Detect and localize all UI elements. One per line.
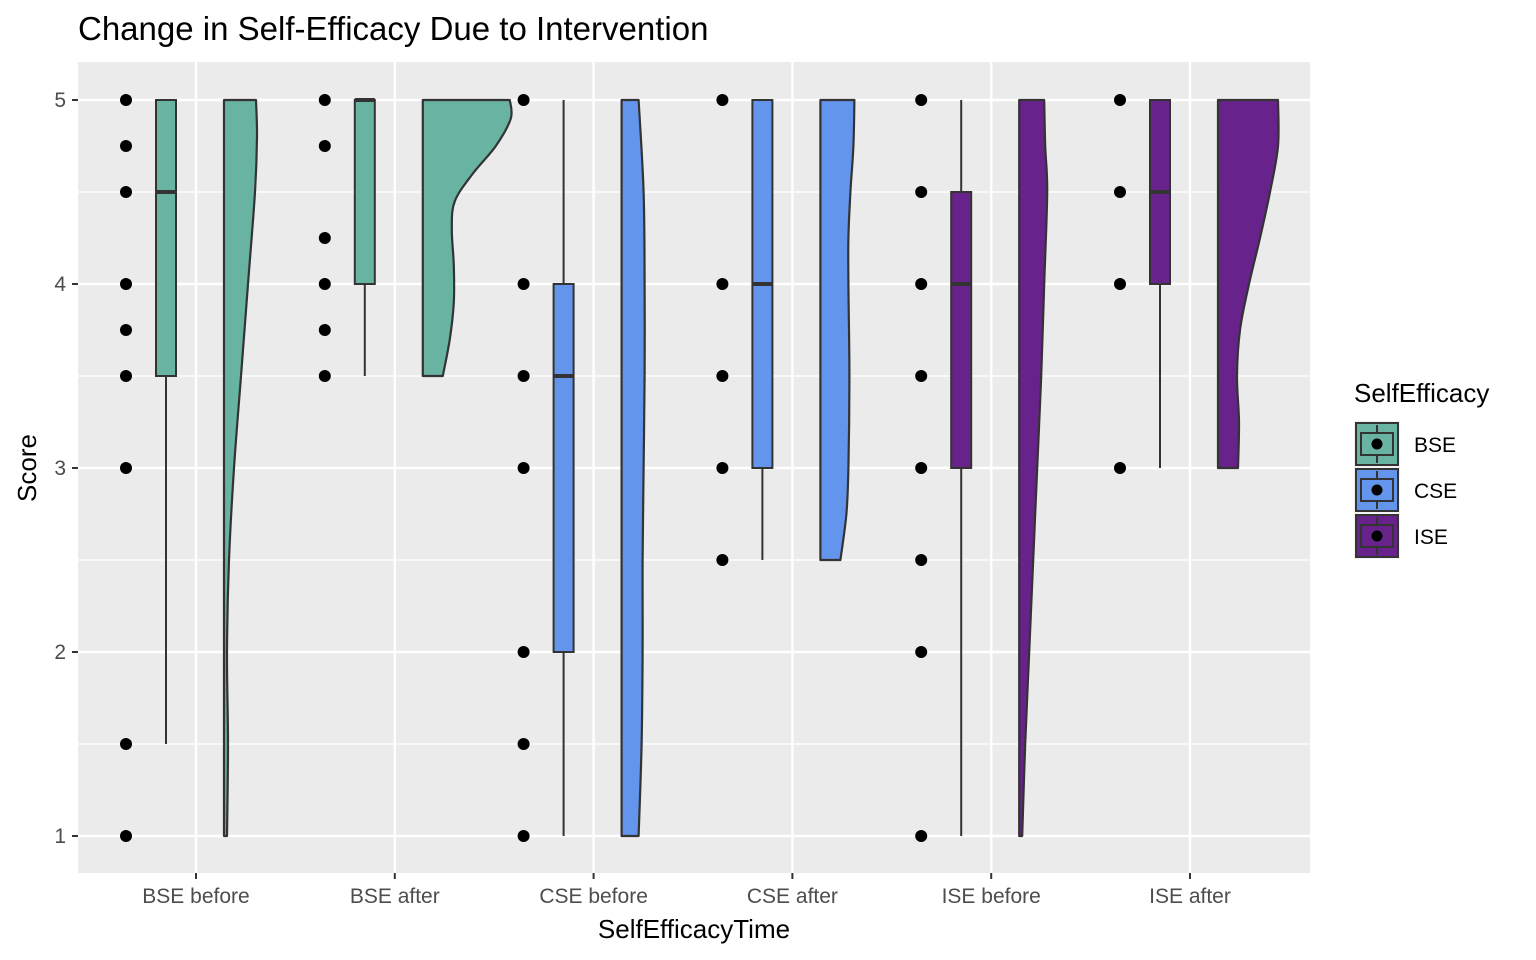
data-point: [318, 232, 331, 244]
half-violin: [819, 98, 856, 562]
data-point: [318, 94, 331, 106]
grid-major: [78, 62, 1310, 873]
data-point: [120, 462, 132, 474]
y-tick-label: 3: [54, 457, 66, 480]
half-violin: [421, 98, 513, 378]
y-axis-title: Score: [12, 434, 42, 502]
data-point: [1114, 278, 1126, 290]
legend: SelfEfficacy BSE CSE ISE: [1354, 378, 1489, 559]
data-point: [716, 462, 729, 474]
data-point: [716, 94, 729, 106]
data-point: [120, 186, 132, 198]
y-tick-label: 2: [54, 641, 66, 664]
y-tick-label: 5: [54, 89, 66, 112]
data-point: [716, 370, 729, 382]
y-tick-label: 4: [54, 273, 66, 296]
legend-key-point: [1371, 484, 1383, 496]
legend-label: BSE: [1414, 434, 1456, 457]
legend-key-point: [1371, 530, 1383, 542]
legend-label: CSE: [1414, 480, 1457, 503]
y-axis: 1 2 3 4 5: [54, 89, 78, 848]
legend-key-point: [1371, 438, 1383, 450]
x-tick-label: CSE before: [539, 885, 648, 908]
half-violin: [1216, 98, 1280, 470]
x-tick-label: ISE after: [1149, 885, 1231, 908]
legend-title: SelfEfficacy: [1354, 378, 1489, 408]
chart-title: Change in Self-Efficacy Due to Intervent…: [78, 10, 708, 47]
data-point: [915, 278, 928, 290]
data-point: [120, 738, 132, 750]
raincloud-group-bse-after: [318, 94, 513, 382]
data-point: [517, 370, 530, 382]
box: [353, 99, 376, 285]
data-point: [517, 278, 530, 290]
data-point: [318, 278, 331, 290]
data-point: [915, 462, 928, 474]
data-point: [120, 324, 132, 336]
legend-item-bse: BSE: [1354, 421, 1456, 467]
y-tick-label: 1: [54, 825, 66, 848]
data-point: [120, 278, 132, 290]
data-point: [1114, 462, 1126, 474]
raincloud-group-cse-after: [716, 94, 856, 566]
data-point: [915, 370, 928, 382]
data-point: [915, 554, 928, 566]
data-point: [1114, 186, 1126, 198]
raincloud-group-ise-after: [1114, 94, 1280, 474]
data-point: [915, 94, 928, 106]
legend-label: ISE: [1414, 526, 1448, 549]
x-axis-title: SelfEfficacyTime: [598, 914, 790, 944]
legend-item-ise: ISE: [1354, 513, 1448, 559]
raincloud-group-cse-before: [517, 94, 646, 842]
raincloud-group-bse-before: [120, 94, 259, 842]
data-point: [120, 830, 132, 842]
data-point: [915, 646, 928, 658]
data-point: [318, 324, 331, 336]
box: [552, 283, 575, 653]
chart-marks: [120, 94, 1280, 842]
x-axis: BSE before BSE after CSE before CSE after IS…: [142, 873, 1231, 908]
data-point: [517, 646, 530, 658]
x-tick-label: BSE after: [350, 885, 440, 908]
data-point: [120, 94, 132, 106]
data-point: [517, 738, 530, 750]
x-tick-label: ISE before: [942, 885, 1041, 908]
data-point: [120, 140, 132, 152]
data-point: [1114, 94, 1126, 106]
box: [155, 99, 177, 377]
data-point: [120, 370, 132, 382]
data-point: [318, 370, 331, 382]
data-point: [517, 94, 530, 106]
grid-minor: [78, 191, 1310, 745]
legend-item-cse: CSE: [1354, 467, 1457, 513]
data-point: [517, 830, 530, 842]
data-point: [716, 554, 729, 566]
raincloud-group-ise-before: [915, 94, 1049, 842]
data-point: [716, 278, 729, 290]
data-point: [318, 140, 331, 152]
half-violin: [1018, 98, 1049, 838]
half-violin: [222, 98, 259, 838]
half-violin: [620, 98, 646, 838]
data-point: [915, 830, 928, 842]
data-point: [915, 186, 928, 198]
x-tick-label: BSE before: [142, 885, 249, 908]
box: [950, 191, 973, 469]
data-point: [517, 462, 530, 474]
x-tick-label: CSE after: [747, 885, 838, 908]
